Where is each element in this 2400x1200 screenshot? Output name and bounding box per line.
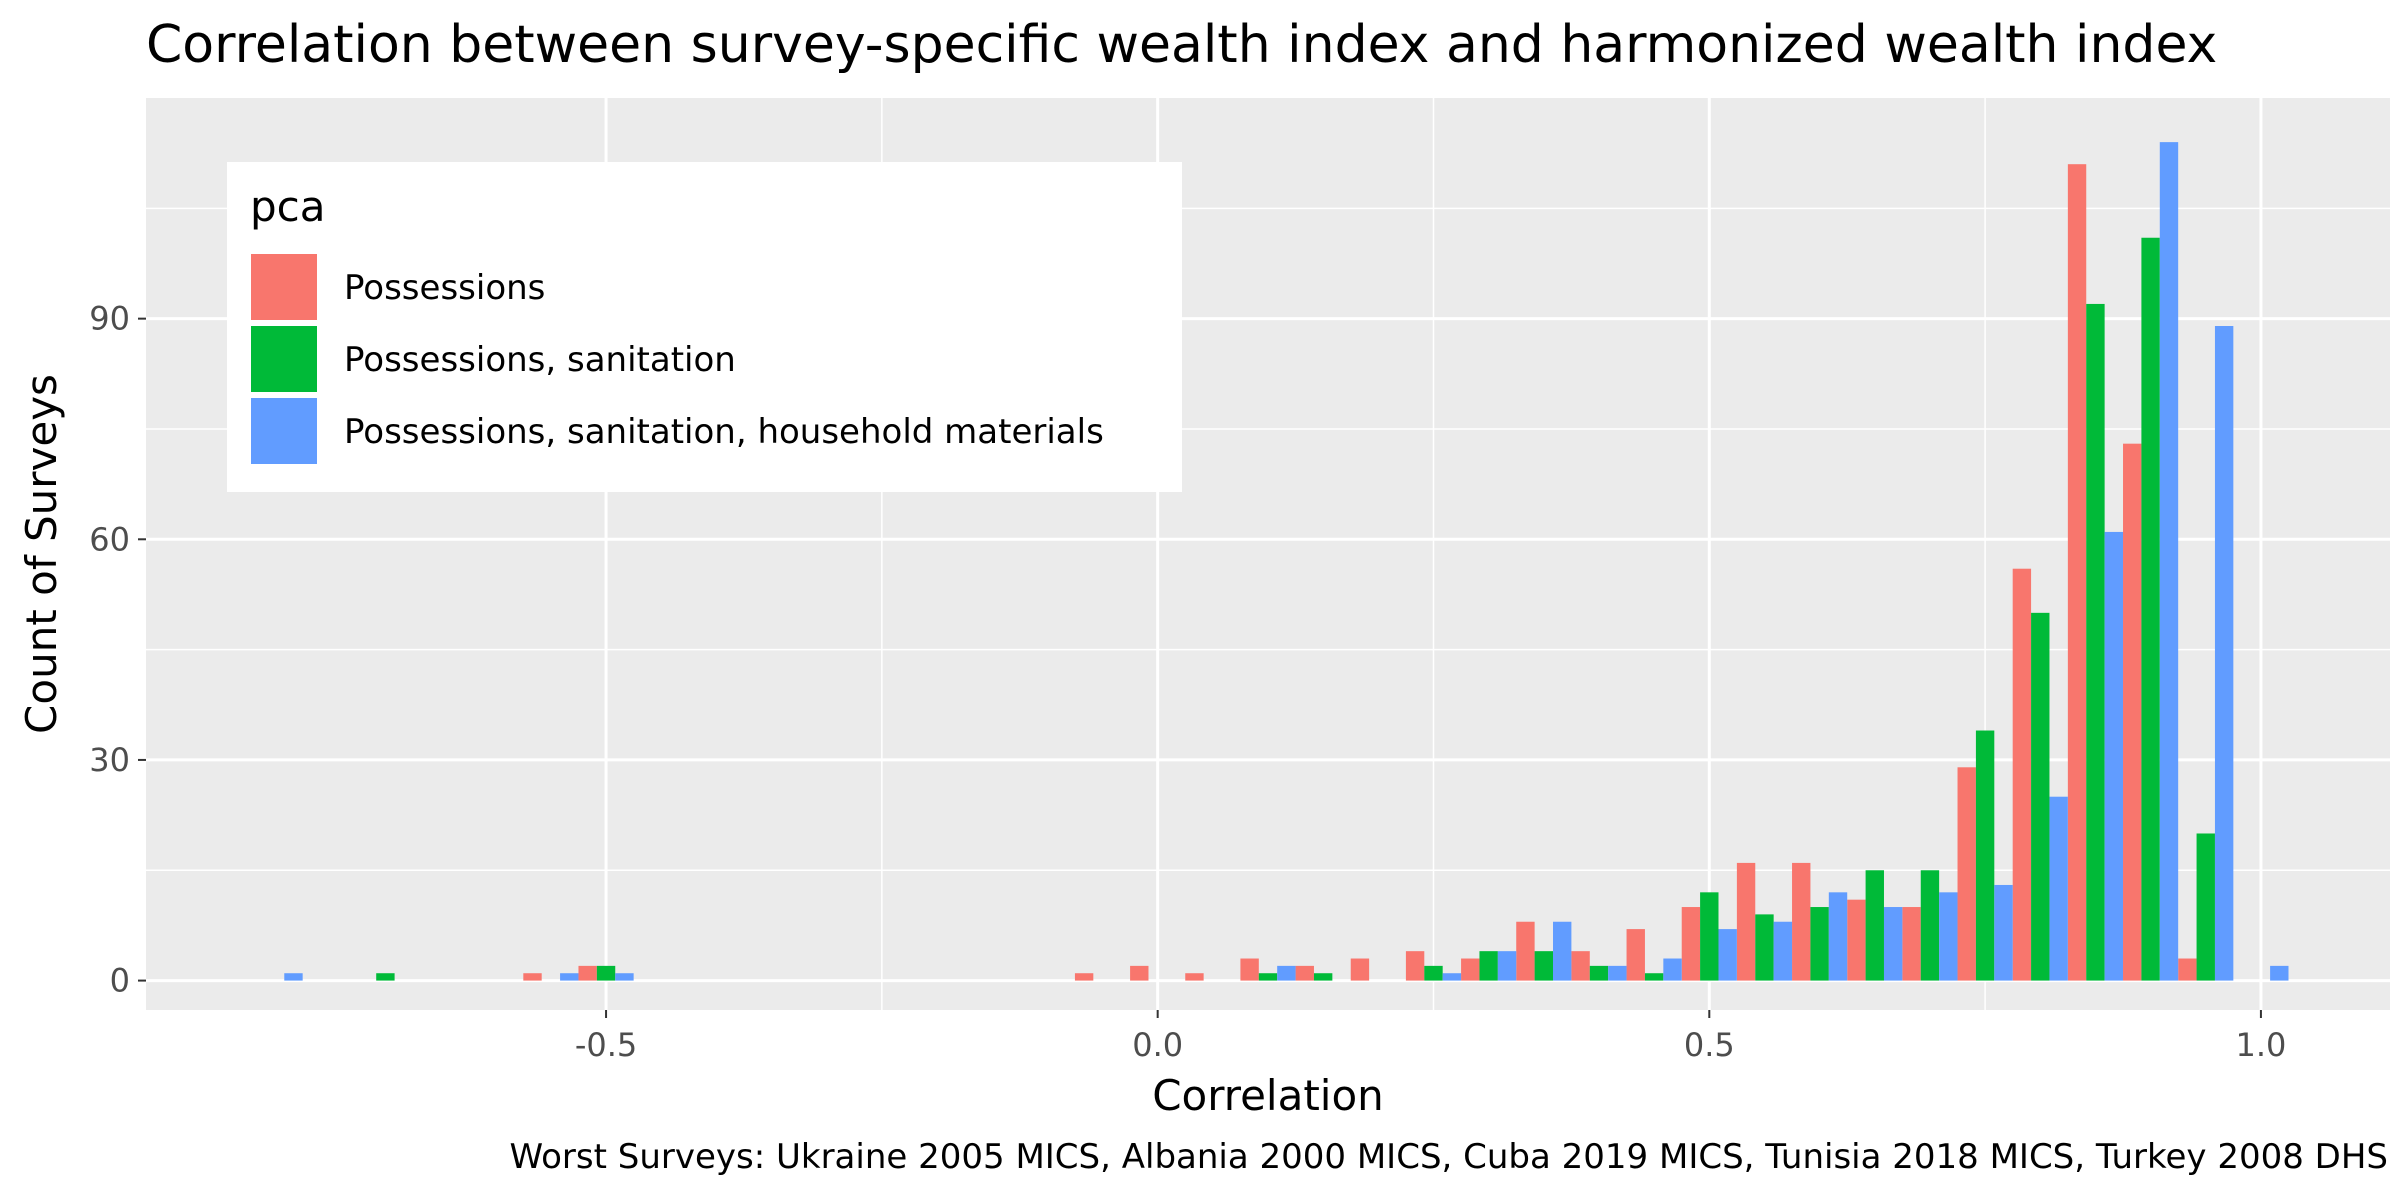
bar-2 xyxy=(596,965,616,981)
bar-3 xyxy=(2104,531,2124,981)
bar-3 xyxy=(1497,951,1517,981)
bar-1 xyxy=(1185,973,1204,981)
bar-2 xyxy=(2031,612,2050,981)
bar-2 xyxy=(1755,914,1774,981)
bar-2 xyxy=(1479,951,1498,981)
bar-3 xyxy=(1442,973,1462,981)
bar-1 xyxy=(2178,958,2197,981)
bar-2 xyxy=(1810,907,1829,981)
bar-2 xyxy=(1865,870,1884,981)
y-tick-label: 0 xyxy=(110,962,130,1000)
y-tick-label: 30 xyxy=(89,741,130,779)
bar-1 xyxy=(1902,907,1921,981)
bar-1 xyxy=(1461,958,1480,981)
legend-key-1 xyxy=(249,252,319,322)
bar-2 xyxy=(2086,303,2105,981)
bar-1 xyxy=(1626,929,1645,981)
bar-3 xyxy=(1828,892,1848,981)
bar-1 xyxy=(2012,568,2032,981)
bar-2 xyxy=(1920,870,1940,981)
bar-3 xyxy=(1994,884,2013,981)
legend-key-2 xyxy=(249,324,319,394)
x-axis-title: Correlation xyxy=(1152,1071,1384,1120)
bar-1 xyxy=(1847,899,1866,981)
bar-3 xyxy=(2049,796,2068,981)
bar-1 xyxy=(1350,958,1370,981)
bar-1 xyxy=(2123,443,2142,981)
bar-1 xyxy=(2067,164,2087,981)
y-tick-label: 60 xyxy=(89,520,130,558)
bar-2 xyxy=(1534,951,1554,981)
x-tick-label: 0.0 xyxy=(1132,1026,1183,1064)
bar-1 xyxy=(1130,965,1149,981)
legend-label-1: Possessions xyxy=(344,268,545,308)
bar-3 xyxy=(1883,907,1903,981)
y-axis: 0 30 60 90 xyxy=(89,300,146,1000)
bar-1 xyxy=(1736,862,1756,981)
bar-2 xyxy=(1424,965,1443,981)
x-tick-label: 1.0 xyxy=(2235,1026,2286,1064)
bar-1 xyxy=(1957,767,1976,981)
bar-3 xyxy=(560,973,579,981)
bar-3 xyxy=(2270,965,2289,981)
bar-1 xyxy=(1792,862,1811,981)
bar-2 xyxy=(1258,973,1278,981)
bar-3 xyxy=(2159,142,2179,981)
y-tick-label: 90 xyxy=(89,300,130,338)
bar-3 xyxy=(1553,921,1572,981)
x-axis: -0.5 0.0 0.5 1.0 xyxy=(575,1010,2286,1064)
bar-2 xyxy=(1644,973,1664,981)
bar-3 xyxy=(1663,958,1682,981)
bars xyxy=(284,142,2289,981)
bar-2 xyxy=(1589,965,1609,981)
chart-caption: Worst Surveys: Ukraine 2005 MICS, Albani… xyxy=(510,1137,2389,1177)
bar-2 xyxy=(1313,973,1333,981)
x-tick-label: -0.5 xyxy=(575,1026,637,1064)
bar-3 xyxy=(615,973,634,981)
bar-1 xyxy=(1681,907,1701,981)
bar-1 xyxy=(578,965,597,981)
x-tick-label: 0.5 xyxy=(1684,1026,1735,1064)
legend-box xyxy=(227,162,1182,492)
bar-1 xyxy=(1240,958,1259,981)
legend: pca Possessions Possessions, sanitation Pos… xyxy=(227,162,1182,492)
legend-key-3 xyxy=(249,396,319,466)
bar-2 xyxy=(1975,730,1995,981)
bar-2 xyxy=(2196,833,2215,981)
bar-2 xyxy=(1700,892,1719,981)
bar-3 xyxy=(1718,929,1737,981)
legend-label-3: Possessions, sanitation, household mater… xyxy=(344,412,1104,452)
bar-3 xyxy=(1608,965,1627,981)
bar-1 xyxy=(1295,965,1314,981)
chart-title: Correlation between survey-specific weal… xyxy=(146,15,2217,75)
bar-1 xyxy=(1516,921,1535,981)
bar-3 xyxy=(2214,326,2234,981)
bar-1 xyxy=(1074,973,1094,981)
bar-3 xyxy=(284,973,303,981)
legend-label-2: Possessions, sanitation xyxy=(344,340,736,380)
bar-1 xyxy=(1405,951,1425,981)
bar-3 xyxy=(1939,892,1958,981)
bar-3 xyxy=(1277,965,1296,981)
bar-2 xyxy=(376,973,395,981)
bar-3 xyxy=(1773,921,1793,981)
bar-1 xyxy=(1571,951,1590,981)
bar-2 xyxy=(2141,237,2160,981)
y-axis-title: Count of Surveys xyxy=(17,374,66,734)
bar-1 xyxy=(523,973,542,981)
legend-title: pca xyxy=(250,182,326,231)
